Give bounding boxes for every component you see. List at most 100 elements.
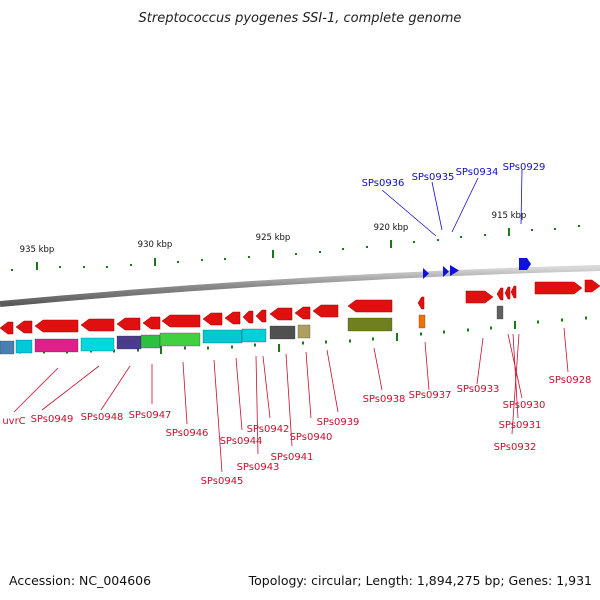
gene-arrow — [242, 310, 254, 324]
tick-mark — [490, 326, 492, 330]
gene-label: SPs0940 — [290, 432, 333, 443]
leader-line — [235, 357, 243, 431]
genome-backbone — [0, 265, 600, 307]
leader-line — [285, 353, 293, 447]
protein-domain-block — [202, 329, 243, 344]
protein-domain-block — [34, 338, 79, 353]
gene-label: SPs0933 — [457, 384, 500, 395]
scale-label: 915 kbp — [492, 211, 527, 221]
tick-mark — [396, 333, 398, 341]
tick-mark — [11, 269, 13, 271]
gene-label: SPs0943 — [237, 462, 280, 473]
leader-line — [262, 355, 271, 419]
leader-line — [213, 359, 223, 473]
tick-mark — [319, 251, 321, 253]
gene-label: SPs0930 — [503, 400, 546, 411]
leader-line — [41, 365, 100, 411]
gene-label: SPs0938 — [363, 394, 406, 405]
tick-mark — [514, 321, 516, 329]
protein-domain-block — [269, 325, 296, 340]
tick-mark — [177, 261, 179, 263]
tick-mark — [585, 316, 587, 320]
leader-line — [511, 333, 520, 435]
accession-text: Accession: NC_004606 — [9, 573, 152, 588]
gene-arrow — [255, 309, 267, 323]
tick-mark — [349, 339, 351, 343]
gene-arrow — [584, 279, 600, 293]
gene-label: SPs0935 — [412, 172, 455, 183]
leader-line — [100, 365, 131, 411]
tick-mark — [83, 266, 85, 268]
gene-label: SPs0945 — [201, 476, 244, 487]
gene-arrow — [142, 316, 161, 330]
protein-domain-block — [496, 305, 504, 320]
gene-label: SPs0929 — [503, 162, 546, 173]
leader-line — [373, 347, 383, 391]
blue-gene-arrow — [519, 258, 531, 270]
gene-label: SPs0937 — [409, 390, 452, 401]
gene-arrow — [34, 319, 79, 333]
gene-label: SPs0932 — [494, 442, 537, 453]
leader-line — [451, 177, 479, 233]
tick-mark — [254, 343, 256, 347]
tick-mark — [36, 262, 38, 270]
tick-mark — [342, 248, 344, 250]
gene-arrow — [294, 306, 311, 320]
gene-label: SPs0928 — [549, 375, 592, 386]
leader-line — [381, 189, 437, 237]
tick-mark — [184, 346, 186, 350]
tick-mark — [366, 246, 368, 248]
gene-arrow — [312, 304, 339, 318]
leader-line — [563, 327, 569, 373]
tick-mark — [224, 258, 226, 260]
scale-label: 925 kbp — [256, 233, 291, 243]
tick-mark — [578, 225, 580, 227]
leader-line — [255, 355, 259, 455]
tick-mark — [460, 236, 462, 238]
leader-line — [326, 349, 339, 413]
reverse-strand-genes — [423, 258, 531, 279]
gene-arrow — [0, 321, 14, 335]
gene-label: SPs0941 — [271, 452, 314, 463]
gene-arrow — [269, 307, 293, 321]
label-leaders — [13, 169, 569, 473]
tick-mark — [278, 344, 280, 352]
gene-label: SPs0936 — [362, 178, 405, 189]
gene-labels: uvrC SPs0949 SPs0948 SPs0947 SPs0946 SPs0945 S… — [2, 162, 591, 487]
gene-arrow — [510, 285, 517, 299]
gene-label: SPs0934 — [456, 167, 499, 178]
tick-mark — [531, 229, 533, 231]
protein-domain-block — [0, 340, 15, 355]
tick-mark — [561, 318, 563, 322]
gene-arrow — [417, 296, 425, 310]
tick-mark — [484, 234, 486, 236]
leader-line — [431, 181, 443, 231]
scale-labels: 935 kbp 930 kbp 925 kbp 920 kbp 915 kbp — [20, 211, 527, 255]
tick-mark — [467, 328, 469, 332]
protein-domain-block — [159, 332, 201, 347]
gene-arrow — [161, 314, 201, 328]
tick-mark — [130, 264, 132, 266]
gene-label: SPs0939 — [317, 417, 360, 428]
gene-label: uvrC — [2, 416, 25, 427]
protein-domain-block — [15, 339, 33, 354]
leader-line — [512, 333, 519, 419]
tick-mark — [207, 346, 209, 350]
gene-arrow — [116, 317, 141, 331]
tick-mark — [413, 241, 415, 243]
gene-arrow — [224, 311, 241, 325]
protein-domain-block — [116, 335, 142, 350]
tick-mark — [325, 340, 327, 344]
leader-line — [520, 169, 523, 225]
gene-arrow — [347, 299, 393, 313]
gene-arrow — [504, 286, 511, 300]
tick-mark — [372, 337, 374, 341]
tick-mark — [160, 346, 162, 354]
tick-mark — [390, 240, 392, 248]
gene-arrow — [15, 320, 33, 334]
protein-domain-block — [347, 317, 393, 332]
tick-mark — [295, 253, 297, 255]
tick-mark — [302, 341, 304, 345]
tick-mark — [554, 228, 556, 230]
